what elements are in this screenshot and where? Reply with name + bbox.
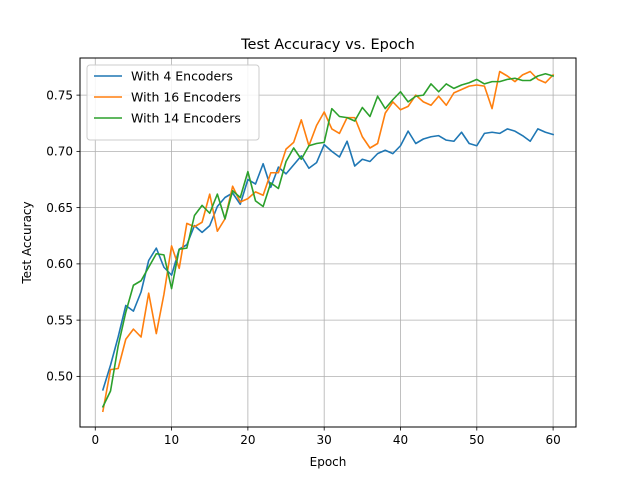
x-tick-label: 40	[393, 433, 408, 447]
series-lines	[101, 70, 555, 413]
y-tick-label: 0.65	[46, 201, 73, 215]
x-tick-label: 50	[469, 433, 484, 447]
x-tick-label: 0	[91, 433, 99, 447]
x-tick-label: 30	[317, 433, 332, 447]
legend-box	[86, 64, 260, 141]
y-tick-label: 0.70	[46, 145, 73, 159]
y-axis-label: Test Accuracy	[20, 201, 34, 284]
y-tick-label: 0.50	[46, 370, 73, 384]
legend-label: With 4 Encoders	[131, 69, 233, 84]
legend-label: With 16 Encoders	[131, 90, 241, 105]
y-tick-label: 0.75	[46, 88, 73, 102]
axis-ticks: 0 10 20 30 40 50 60 0.50 0.55 0.60 0.65 0.70 0.75	[46, 88, 560, 447]
x-axis-label: Epoch	[310, 455, 347, 469]
y-tick-label: 0.60	[46, 257, 73, 271]
series-line-3	[101, 72, 555, 408]
chart-title: Test Accuracy vs. Epoch	[240, 37, 415, 53]
plot-area-frame	[79, 57, 577, 428]
x-tick-label: 20	[240, 433, 255, 447]
x-tick-label: 10	[164, 433, 179, 447]
series-line-2	[101, 70, 555, 413]
y-tick-label: 0.55	[46, 313, 73, 327]
x-tick-label: 60	[545, 433, 560, 447]
legend-label: With 14 Encoders	[131, 111, 241, 126]
legend: With 4 Encoders With 16 Encoders With 14 E…	[86, 64, 260, 141]
